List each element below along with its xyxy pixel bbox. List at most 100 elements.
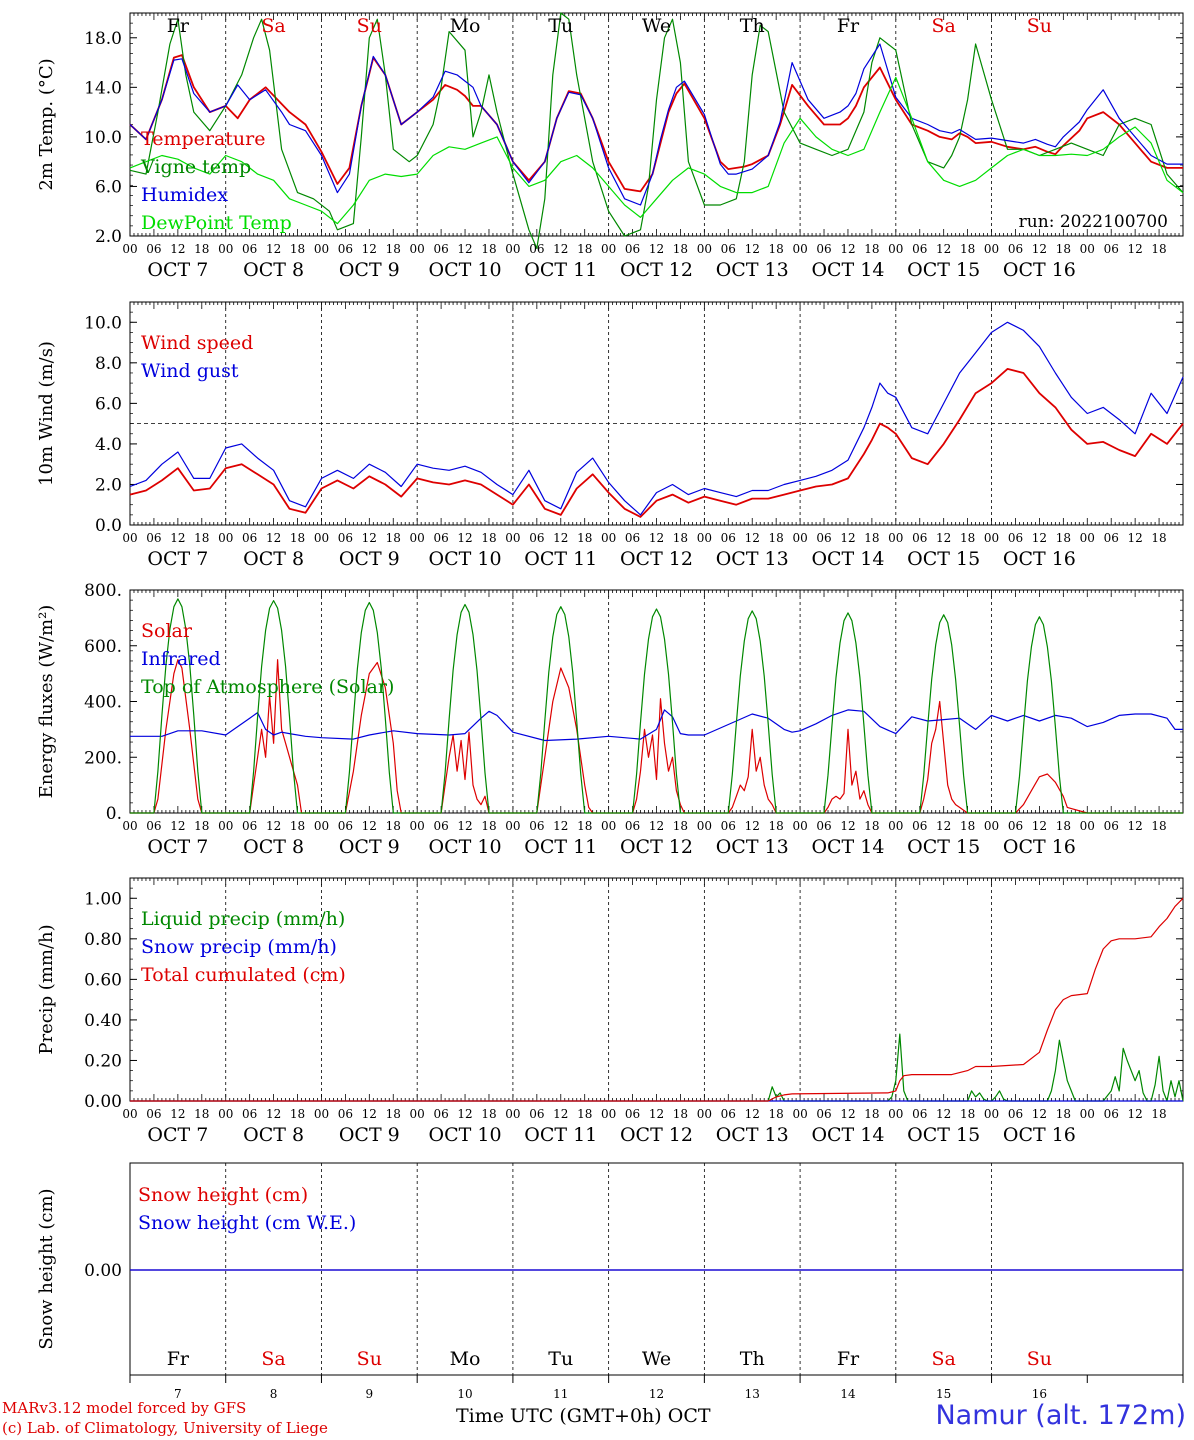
hour-tick-label: 00 [601,1107,616,1121]
hour-tick-label: 18 [864,819,879,833]
day-name-label: Sa [261,1348,285,1370]
hour-tick-label: 18 [577,1107,592,1121]
series-line [129,321,1184,516]
hour-tick-label: 06 [1104,819,1119,833]
hour-tick-label: 18 [386,1107,401,1121]
hour-tick-label: 00 [888,819,903,833]
series-line [130,598,1183,814]
hour-tick-label: 18 [290,819,305,833]
y-tick-label: 8.0 [95,354,122,374]
date-label: OCT 12 [620,548,693,570]
day-name-label: Sa [932,1348,956,1370]
date-label: OCT 10 [429,548,502,570]
hour-tick-label: 12 [457,242,472,256]
hour-tick-label: 06 [816,242,831,256]
hour-tick-label: 00 [218,242,233,256]
hour-tick-label: 12 [266,819,281,833]
hour-tick-label: 06 [146,531,161,545]
hour-tick-label: 18 [864,531,879,545]
y-tick-label: 18.0 [84,29,122,49]
day-name-label: Tu [548,15,573,37]
hour-tick-label: 12 [840,531,855,545]
hour-tick-label: 06 [242,531,257,545]
date-label: OCT 11 [524,259,597,281]
hour-tick-label: 12 [553,1107,568,1121]
hour-tick-label: 06 [529,819,544,833]
date-label: OCT 14 [811,259,884,281]
date-label: OCT 12 [620,259,693,281]
day-number-label: 11 [553,1387,568,1401]
hour-tick-label: 06 [146,242,161,256]
hour-tick-label: 06 [625,819,640,833]
hour-tick-label: 00 [888,531,903,545]
day-name-label: Su [357,1348,382,1370]
hour-tick-label: 06 [529,1107,544,1121]
hour-tick-label: 12 [840,1107,855,1121]
date-label: OCT 8 [243,259,304,281]
panel-frame [129,1162,1184,1376]
hour-tick-label: 12 [457,819,472,833]
date-label: OCT 16 [1003,259,1076,281]
hour-tick-label: 00 [888,242,903,256]
day-number-label: 13 [745,1387,760,1401]
hour-tick-label: 18 [1151,819,1166,833]
y-axis-label: Snow height (cm) [36,1188,57,1349]
hour-tick-label: 12 [266,1107,281,1121]
date-label: OCT 10 [429,259,502,281]
hour-tick-label: 18 [1151,531,1166,545]
hour-tick-label: 12 [745,531,760,545]
y-tick-label: 600. [84,637,122,657]
hour-tick-label: 12 [553,242,568,256]
hour-tick-label: 18 [194,1107,209,1121]
y-tick-label: 4.0 [95,435,122,455]
hour-tick-label: 06 [625,531,640,545]
hour-tick-label: 00 [314,819,329,833]
day-number-label: 7 [174,1387,182,1401]
date-label: OCT 13 [716,259,789,281]
hour-tick-label: 12 [1127,1107,1142,1121]
hour-tick-label: 06 [338,242,353,256]
hour-tick-label: 06 [338,1107,353,1121]
hour-tick-label: 12 [1127,242,1142,256]
day-name-label: Mo [450,1348,481,1370]
hour-tick-label: 18 [864,1107,879,1121]
y-tick-label: 0.0 [95,516,122,536]
hour-tick-label: 06 [816,1107,831,1121]
date-label: OCT 8 [243,1124,304,1146]
date-label: OCT 14 [811,836,884,858]
date-label: OCT 7 [147,1124,208,1146]
hour-tick-label: 18 [960,819,975,833]
date-label: OCT 11 [524,548,597,570]
date-label: OCT 16 [1003,548,1076,570]
model-credit: MARv3.12 model forced by GFS [2,1399,247,1417]
date-label: OCT 15 [907,836,980,858]
hour-tick-label: 00 [792,819,807,833]
series-line [129,43,1183,206]
hour-tick-label: 00 [314,531,329,545]
hour-tick-label: 18 [386,531,401,545]
hour-tick-label: 18 [769,1107,784,1121]
y-tick-label: 800. [84,581,122,601]
date-label: OCT 15 [907,259,980,281]
hour-tick-label: 06 [146,819,161,833]
hour-tick-label: 06 [529,242,544,256]
hour-tick-label: 18 [290,1107,305,1121]
hour-tick-label: 18 [960,1107,975,1121]
hour-tick-label: 12 [840,819,855,833]
hour-tick-label: 00 [888,1107,903,1121]
date-label: OCT 9 [339,1124,400,1146]
day-name-label: Fr [837,15,860,37]
hour-tick-label: 18 [577,531,592,545]
hour-tick-label: 18 [481,819,496,833]
hour-tick-label: 18 [290,242,305,256]
hour-tick-label: 18 [769,242,784,256]
hour-tick-label: 12 [553,531,568,545]
series-line [130,897,1184,1102]
hour-tick-label: 12 [1127,819,1142,833]
hour-tick-label: 00 [984,819,999,833]
hour-tick-label: 18 [481,242,496,256]
y-tick-label: 2.0 [95,227,122,247]
legend-entry: Liquid precip (mm/h) [141,908,345,930]
hour-tick-label: 12 [649,819,664,833]
date-label: OCT 11 [524,1124,597,1146]
